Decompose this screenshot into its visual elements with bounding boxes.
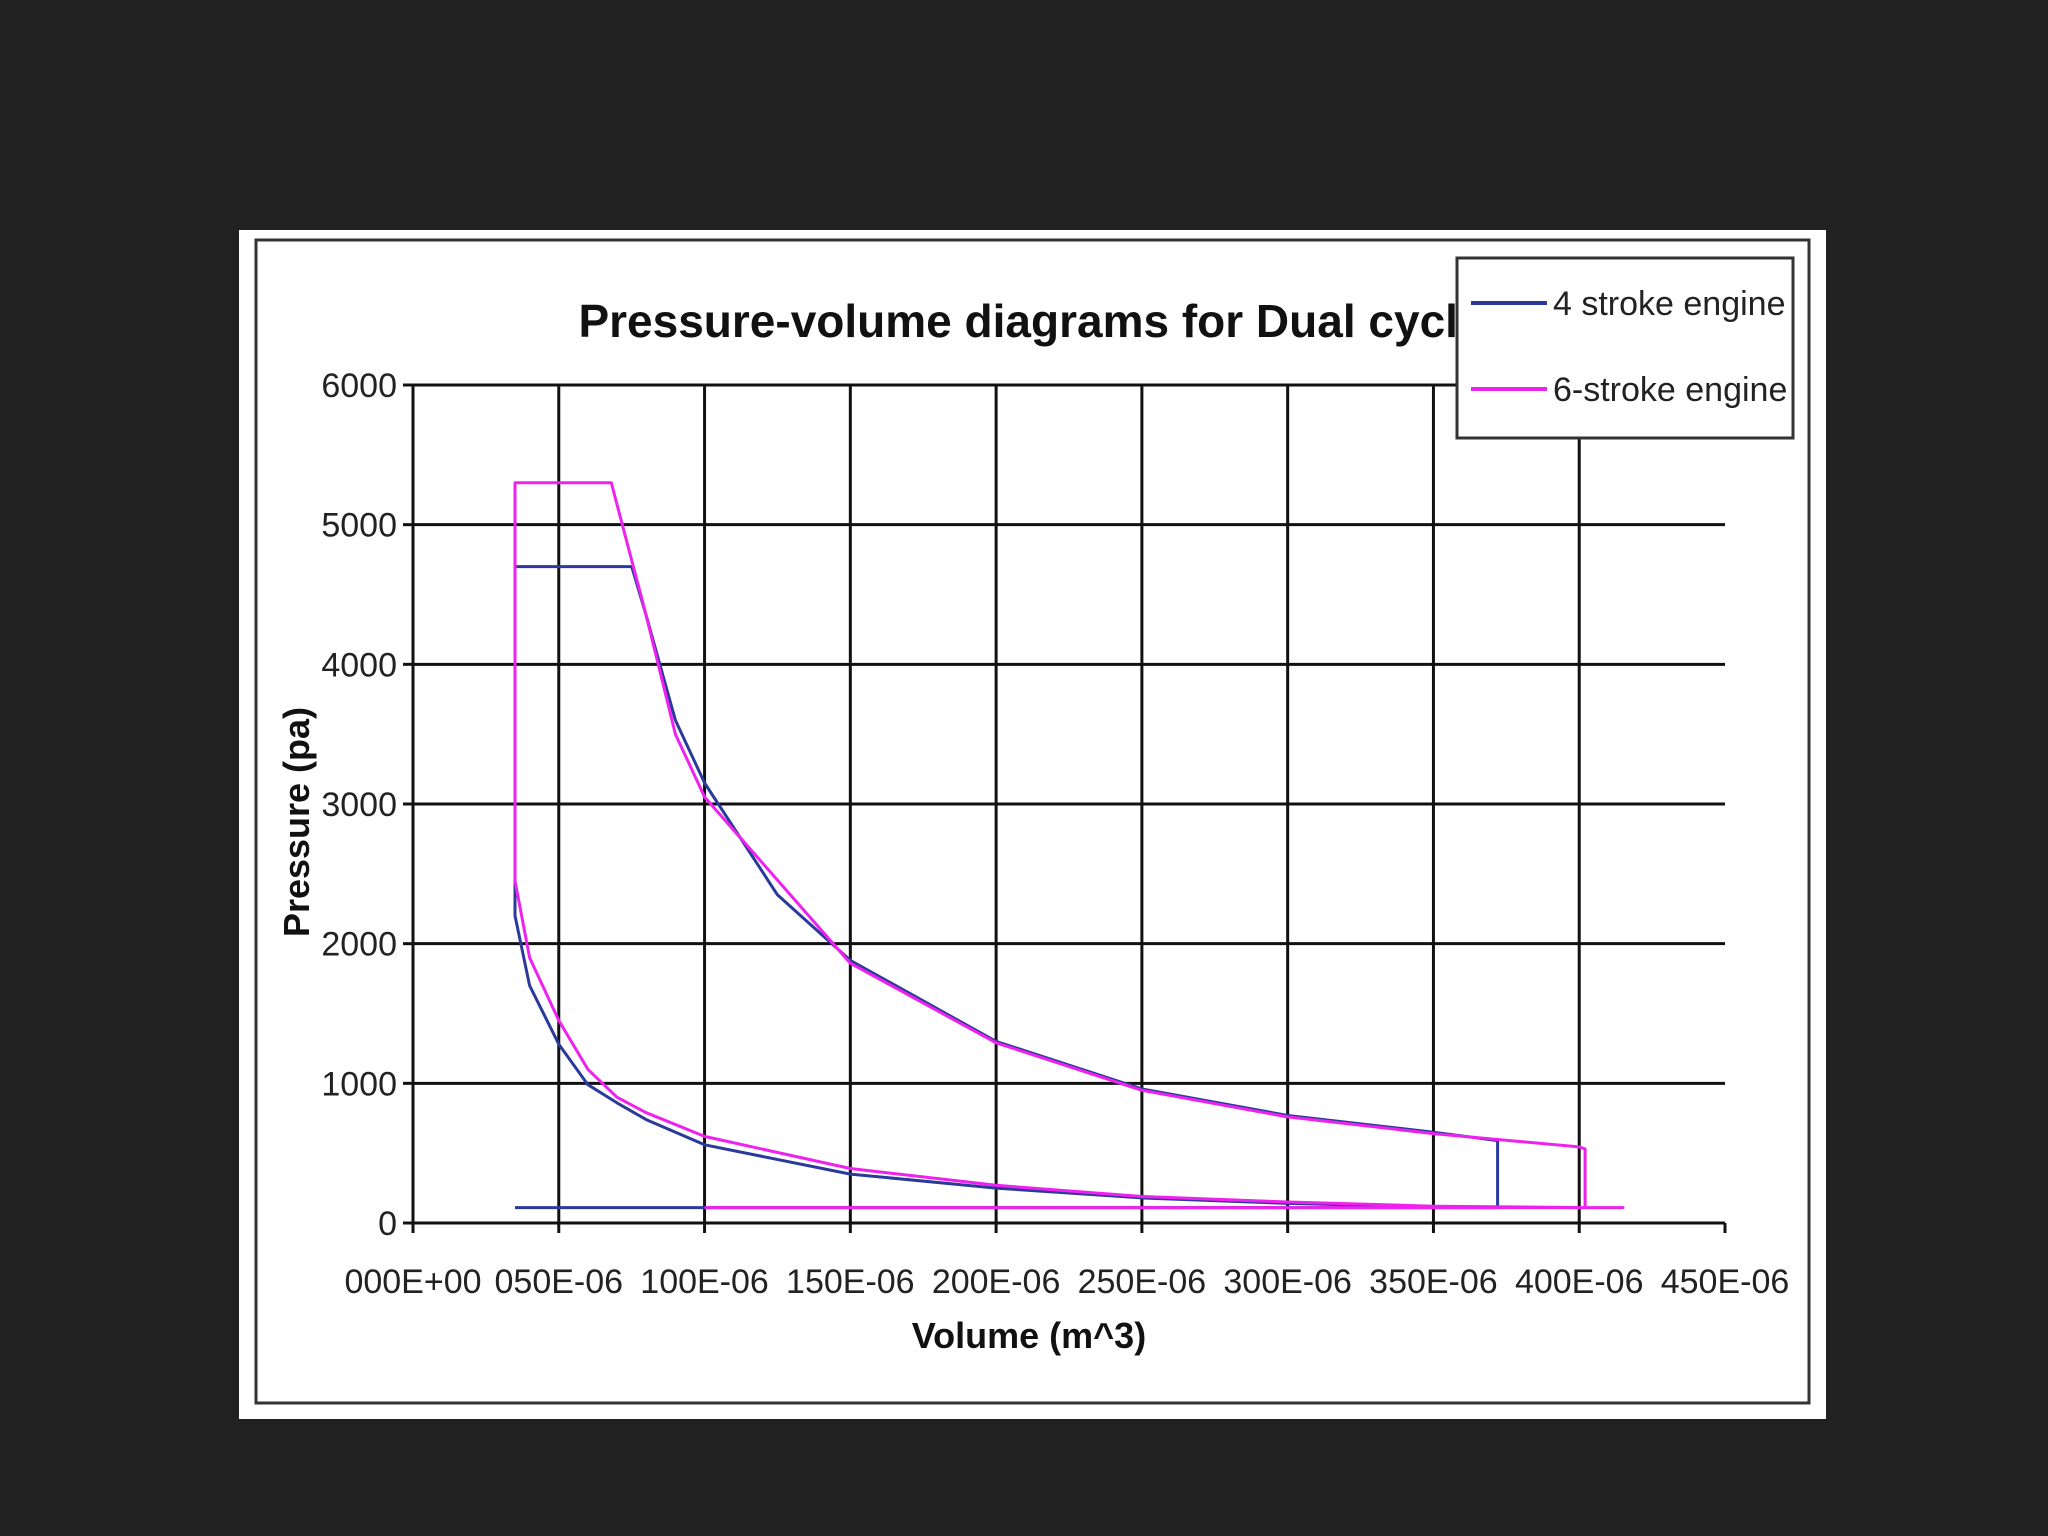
y-tick-label: 3000 — [321, 786, 397, 824]
chart-title: Pressure-volume diagrams for Dual cycle — [578, 295, 1483, 347]
x-tick-label: 350E-06 — [1369, 1263, 1498, 1301]
y-tick-label: 6000 — [321, 367, 397, 405]
y-tick-labels: 0 1000 2000 3000 4000 5000 6000 — [321, 367, 397, 1243]
series-line-6-stroke-engine — [513, 481, 1625, 1210]
y-axis-label: Pressure (pa) — [276, 707, 317, 937]
x-axis-label: Volume (m^3) — [912, 1315, 1146, 1356]
chart-slide: Pressure-volume diagrams for Dual cycle … — [239, 230, 1826, 1419]
legend: 4 stroke engine 6-stroke engine — [1455, 256, 1795, 440]
x-tick-labels: 000E+00 050E-06 100E-06 150E-06 200E-06 250E-… — [344, 1263, 1789, 1301]
x-tick-label: 250E-06 — [1078, 1263, 1207, 1301]
x-tick-label: 200E-06 — [932, 1263, 1061, 1301]
legend-box — [1455, 256, 1795, 440]
x-tick-label: 050E-06 — [495, 1263, 624, 1301]
legend-label-6-stroke: 6-stroke engine — [1553, 371, 1787, 409]
x-tick-label: 450E-06 — [1661, 1263, 1790, 1301]
x-tick-label: 100E-06 — [640, 1263, 769, 1301]
axis-layer — [403, 383, 1727, 1233]
x-tick-label: 150E-06 — [786, 1263, 915, 1301]
series-layer — [513, 481, 1625, 1210]
y-tick-label: 5000 — [321, 507, 397, 545]
y-tick-label: 1000 — [321, 1065, 397, 1103]
legend-label-4-stroke: 4 stroke engine — [1553, 285, 1786, 323]
x-tick-label: 400E-06 — [1515, 1263, 1644, 1301]
x-tick-label: 000E+00 — [344, 1263, 481, 1301]
x-tick-label: 300E-06 — [1223, 1263, 1352, 1301]
y-tick-label: 0 — [378, 1205, 397, 1243]
chart-svg: Pressure-volume diagrams for Dual cycle … — [254, 238, 1811, 1405]
y-tick-label: 2000 — [321, 926, 397, 964]
y-tick-label: 4000 — [321, 646, 397, 684]
